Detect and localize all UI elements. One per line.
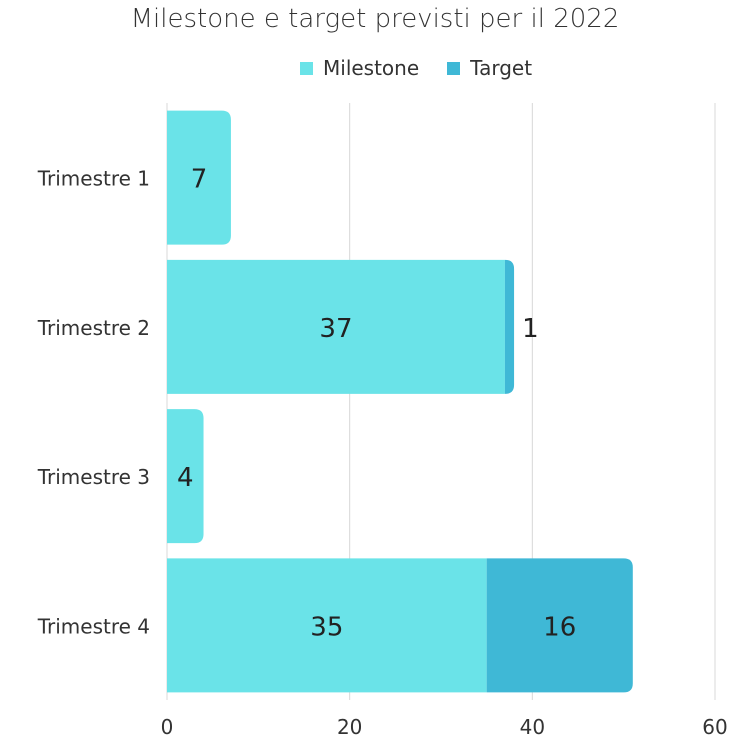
data-label: 7 (191, 165, 208, 195)
data-label: 4 (177, 463, 194, 493)
data-label: 1 (522, 314, 539, 344)
category-label: Trimestre 1 (37, 167, 150, 191)
legend-label-milestone: Milestone (323, 56, 420, 80)
category-label: Trimestre 3 (37, 465, 150, 489)
chart-title: Milestone e target previsti per il 2022 (130, 4, 620, 34)
legend-swatch-milestone (300, 61, 313, 75)
x-tick-label: 0 (161, 715, 174, 739)
data-label: 16 (543, 612, 576, 642)
x-tick-label: 20 (337, 715, 362, 739)
legend-item-milestone: Milestone (300, 56, 419, 80)
data-label: 35 (310, 612, 343, 642)
bar-target (486, 558, 633, 693)
category-label: Trimestre 2 (37, 316, 150, 340)
legend: Milestone Target (300, 56, 532, 80)
bar-target (504, 259, 515, 394)
x-tick-label: 40 (520, 715, 545, 739)
legend-label-target: Target (470, 56, 533, 80)
bar-milestone (167, 259, 505, 394)
legend-swatch-target (447, 61, 461, 75)
data-label: 37 (319, 314, 352, 344)
bar-milestone (167, 409, 204, 544)
bar-milestone (167, 110, 231, 245)
x-tick-label: 60 (702, 715, 727, 739)
bar-milestone (167, 558, 487, 693)
legend-item-target: Target (447, 56, 532, 80)
category-label: Trimestre 4 (37, 614, 150, 638)
